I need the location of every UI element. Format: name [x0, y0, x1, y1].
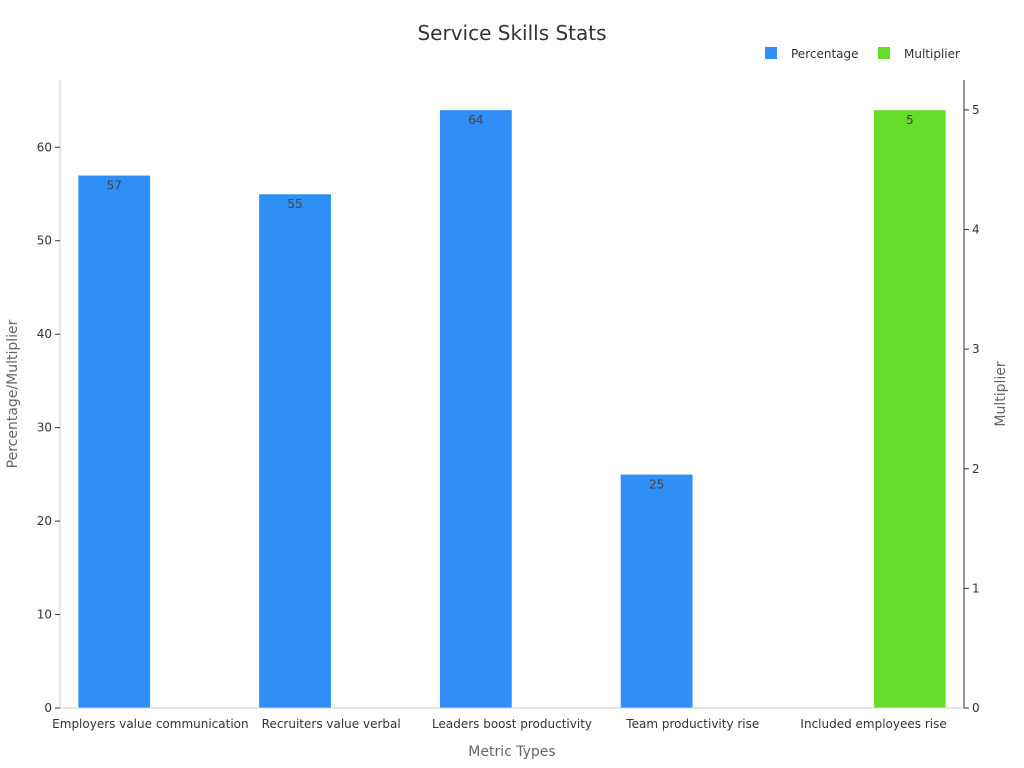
bar-percentage-2: [439, 109, 513, 709]
y2-tick-label: 1: [972, 581, 980, 595]
data-label: 57: [107, 178, 122, 192]
bar-percentage-3: [620, 474, 694, 709]
data-label: 64: [468, 113, 483, 127]
y-tick-label: 60: [37, 140, 52, 154]
legend-label-percentage: Percentage: [791, 47, 859, 61]
y2-tick-label: 5: [972, 103, 980, 117]
legend-swatch-percentage: [765, 47, 777, 59]
bar-percentage-1: [258, 193, 332, 709]
data-label: 25: [649, 477, 664, 491]
legend-label-multiplier: Multiplier: [904, 47, 960, 61]
bars: 57 55 64 25 5: [77, 109, 947, 709]
y-axis-title: Percentage/Multiplier: [5, 319, 21, 468]
category-label: Leaders boost productivity: [432, 717, 592, 731]
y-tick-label: 0: [44, 701, 52, 715]
y2-tick-label: 3: [972, 342, 980, 356]
category-label: Included employees rise: [800, 717, 946, 731]
y-tick-label: 50: [37, 234, 52, 248]
bar-percentage-0: [77, 175, 151, 709]
y2-tick-label: 2: [972, 462, 980, 476]
chart-title: Service Skills Stats: [417, 21, 606, 45]
category-labels: Employers value communication Recruiters …: [52, 717, 947, 731]
data-label: 5: [906, 113, 914, 127]
category-label: Recruiters value verbal: [262, 717, 401, 731]
legend: Percentage Multiplier: [765, 47, 960, 61]
y-axis-ticks: 0 10 20 30 40 50 60: [37, 140, 60, 715]
y-tick-label: 20: [37, 514, 52, 528]
x-axis-title: Metric Types: [468, 744, 555, 760]
y-tick-label: 40: [37, 327, 52, 341]
y2-tick-label: 0: [972, 701, 980, 715]
y2-axis-ticks: 0 1 2 3 4 5: [964, 103, 980, 715]
category-label: Employers value communication: [52, 717, 248, 731]
y2-axis-title: Multiplier: [993, 361, 1009, 427]
data-label: 55: [287, 197, 302, 211]
y2-tick-label: 4: [972, 223, 980, 237]
y-tick-label: 10: [37, 608, 52, 622]
y-tick-label: 30: [37, 421, 52, 435]
category-label: Team productivity rise: [625, 717, 759, 731]
legend-swatch-multiplier: [878, 47, 890, 59]
bar-multiplier-4: [873, 109, 947, 709]
